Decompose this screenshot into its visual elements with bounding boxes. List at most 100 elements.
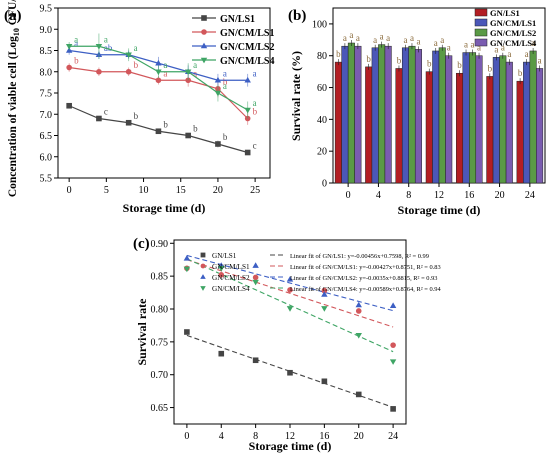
panel-a-significance-letter: ab (104, 43, 113, 53)
panel-a-y-tick-label: 8.0 (40, 67, 53, 78)
panel-a-data-point (65, 44, 73, 50)
panel-a-y-tick-label: 8.5 (40, 46, 53, 57)
panel-b-y-tick-label: 80 (317, 51, 327, 62)
panel-c-data-point (252, 279, 259, 286)
panel-b-bar (516, 80, 524, 184)
panel-b-legend-swatch (474, 8, 488, 17)
panel-a-significance-letter: c (253, 141, 257, 151)
panel-b-bar (384, 45, 392, 184)
panel-b-bar (341, 45, 349, 184)
panel-a-x-tick-label: 20 (213, 185, 223, 196)
panel-c-y-tick-label: 0.85 (151, 272, 169, 283)
panel-b-x-axis-title: Storage time (d) (398, 203, 481, 217)
panel-b-significance-letter: a (403, 35, 407, 45)
panel-c-data-point (390, 342, 396, 348)
panel-a-data-point (185, 132, 191, 139)
panel-a-significance-letter: a (223, 68, 227, 78)
panel-a-legend-marker (200, 57, 208, 64)
panel-c-data-point (355, 301, 362, 308)
panel-b-y-tick-label: 0 (322, 179, 327, 190)
panel-c-data-point (183, 255, 191, 261)
panel-a-data-point (125, 52, 132, 59)
panel-a-data-point (96, 68, 102, 75)
panel-b-significance-letter: a (386, 33, 390, 43)
panel-b-x-tick-label: 4 (376, 190, 381, 201)
panel-b-y-tick-label: 60 (317, 83, 327, 94)
panel-a-data-point (184, 69, 192, 76)
panel-c-data-point (321, 378, 328, 385)
panel-a-axes: 0 5 10 15 20 25 5.5 6.0 6.5 7.0 7.5 8.0 8.5 9.0 9.5 (40, 4, 261, 197)
panel-b-bar (378, 44, 386, 184)
panel-a-y-tick-label: 6.0 (40, 152, 53, 163)
panel-b-bar (438, 47, 446, 184)
panel-b-bar (505, 61, 513, 184)
panel-a-data-point (66, 64, 72, 71)
panel-c-data-point (355, 308, 362, 314)
panel-a-legend: GN/LS1 GN/CM/LS1 GN/CM/LS2 GN/CM/LS4 (192, 14, 274, 67)
panel-b-bar (395, 68, 403, 184)
panel-c-data-point (287, 287, 293, 293)
panel-a-data-point (214, 90, 222, 97)
panel-c-data-point (252, 262, 259, 268)
panel-c-legend-marker (200, 286, 206, 291)
panel-a-y-tick-label: 5.5 (40, 174, 53, 185)
panel-c-label: (c) (133, 236, 150, 252)
panel-b-bar (354, 45, 362, 184)
panel-a-significance-letter: b (223, 132, 228, 142)
panel-a-y-tick-label: 9.5 (40, 4, 53, 15)
panel-c-data-point (389, 302, 397, 308)
panel-c-y-tick-label: 0.90 (151, 239, 169, 250)
panel-a-data-point (155, 128, 162, 135)
panel-c-data-point (218, 266, 225, 272)
panel-b-x-tick-label: 24 (525, 190, 535, 201)
panel-c-data-point (183, 266, 191, 273)
panel-a-significance-letter: a (253, 68, 257, 78)
panel-c-y-tick-label: 0.70 (151, 370, 169, 381)
panel-a-y-axis-title: Concentration of viable cell (Log10 CFU/… (7, 0, 21, 197)
panel-b-x-tick-label: 12 (434, 190, 444, 201)
panel-a-significance-letter: b (134, 60, 139, 70)
panel-a-significance-letter: c (104, 107, 108, 117)
panel-b-y-tick-label: 40 (317, 115, 327, 126)
panel-a-significance-letter: a (253, 98, 257, 108)
panel-c-legend-marker (200, 263, 206, 269)
panel-c-legend-fit-label: Linear fit of GN/CM/LS4: y=-0.00589x+0.8… (290, 286, 441, 293)
panel-a-significance-letter: a (74, 39, 78, 49)
panel-b-x-tick-label: 8 (406, 190, 411, 201)
panel-b-bar (536, 68, 544, 184)
panel-c-y-tick-label: 0.65 (151, 403, 169, 414)
panel-a-legend-label: GN/CM/LS1 (220, 28, 274, 39)
panel-a-significance-letter: b (223, 77, 228, 87)
panel-c-series (183, 255, 397, 412)
panel-a-x-tick-label: 5 (104, 185, 109, 196)
panel-a-x-tick-label: 0 (67, 185, 72, 196)
panel-a-data-point (96, 115, 102, 122)
panel-b-legend-swatch (474, 28, 488, 37)
panel-c-x-tick-label: 20 (354, 431, 364, 442)
panel-a-legend-label: GN/CM/LS2 (220, 42, 274, 53)
panel-b-significance-letter: b (427, 59, 432, 69)
panel-a-y-tick-label: 6.5 (40, 131, 53, 142)
panel-b-significance-letter: a (356, 33, 360, 43)
panel-a-legend-marker (201, 15, 207, 21)
panel-b-bar (529, 50, 537, 184)
panel-b-significance-letter: a (538, 55, 542, 65)
panel-a-significance-letter: b (253, 107, 258, 117)
panel-c-data-point (218, 272, 225, 278)
panel-b-x-tick-label: 0 (346, 190, 351, 201)
panel-b-significance-letter: a (477, 43, 481, 53)
panel-c-y-tick-label: 0.75 (151, 337, 169, 348)
panel-c-x-tick-label: 16 (319, 431, 329, 442)
panel-c-x-tick-label: 8 (253, 431, 258, 442)
panel-c-data-point (184, 329, 190, 335)
panel-c-data-point (355, 391, 362, 398)
panel-b-significance-letter: b (518, 68, 523, 78)
panel-b-significance-letter: a (471, 40, 475, 50)
panel-a-y-axis-title-main: Concentration of viable cell (Log (7, 36, 19, 197)
panel-a-legend-marker (200, 42, 208, 49)
panel-b-bar (456, 72, 464, 184)
panel-b-bar (401, 47, 409, 184)
